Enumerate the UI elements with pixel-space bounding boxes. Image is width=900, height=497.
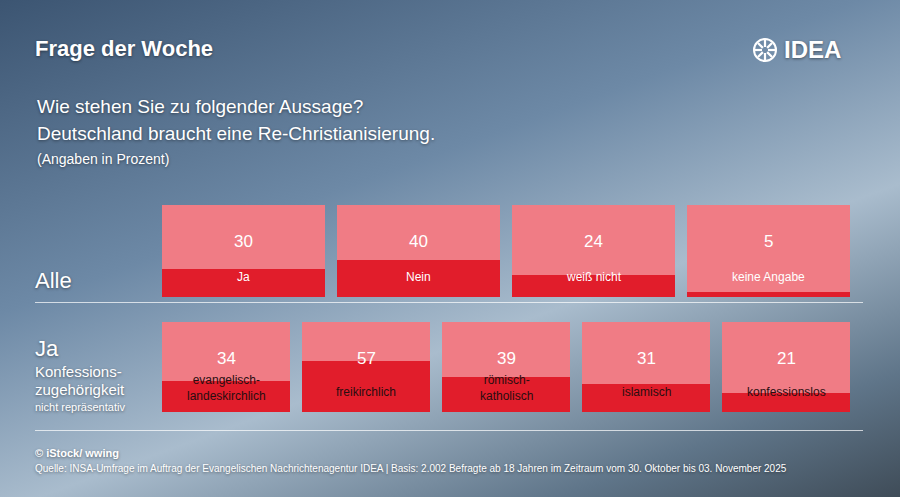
html-text:Ja: Ja: [35, 336, 59, 361]
html-text:Wie stehen Sie zu folgender Au: Wie stehen Sie zu folgender Aussage?: [37, 96, 364, 117]
html-text:Frage der Woche: Frage der Woche: [35, 36, 214, 61]
svg-text:islamisch: islamisch: [622, 385, 671, 399]
svg-text:konfessionslos: konfessionslos: [747, 385, 826, 399]
svg-text:21: 21: [777, 349, 796, 368]
svg-text:30: 30: [234, 232, 253, 251]
html-text:© iStock/ wwing: © iStock/ wwing: [35, 447, 119, 459]
svg-text:freikirchlich: freikirchlich: [336, 385, 396, 399]
svg-text:40: 40: [409, 232, 428, 251]
svg-text:weiß nicht: weiß nicht: [566, 270, 622, 284]
svg-text:39: 39: [497, 349, 516, 368]
html-text:Konfessions-: Konfessions-: [35, 363, 122, 380]
html-text:nicht repräsentativ: nicht repräsentativ: [35, 401, 125, 413]
html-text:IDEA: IDEA: [784, 36, 842, 63]
svg-text:Nein: Nein: [406, 270, 431, 284]
html-text:Deutschland braucht eine Re-Ch: Deutschland braucht eine Re-Christianisi…: [37, 123, 436, 144]
svg-text:5: 5: [764, 232, 773, 251]
html-text:Quelle: INSA-Umfrage im Auftra: Quelle: INSA-Umfrage im Auftrag der Evan…: [35, 463, 787, 474]
svg-text:Ja: Ja: [237, 270, 250, 284]
svg-text:24: 24: [584, 232, 603, 251]
svg-text:evangelisch-landeskirchlich: evangelisch-landeskirchlich: [187, 373, 266, 403]
svg-text:31: 31: [637, 349, 656, 368]
svg-text:34: 34: [217, 349, 236, 368]
svg-text:57: 57: [357, 349, 376, 368]
svg-text:römisch-katholisch: römisch-katholisch: [480, 373, 533, 403]
html-text:zugehörigkeit: zugehörigkeit: [35, 381, 125, 398]
html-text:(Angaben in Prozent): (Angaben in Prozent): [37, 151, 170, 167]
html-text:Alle: Alle: [35, 268, 72, 293]
svg-text:keine Angabe: keine Angabe: [732, 270, 805, 284]
